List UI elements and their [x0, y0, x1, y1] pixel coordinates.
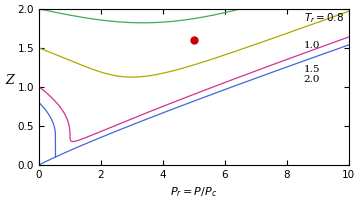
Text: 1.0: 1.0: [304, 41, 320, 50]
Text: 1.5: 1.5: [304, 65, 320, 74]
Text: $T_r=0.8$: $T_r=0.8$: [304, 11, 343, 25]
X-axis label: $P_r = P / P_c$: $P_r = P / P_c$: [170, 185, 217, 199]
Y-axis label: Z: Z: [5, 74, 13, 87]
Text: 2.0: 2.0: [304, 75, 320, 84]
